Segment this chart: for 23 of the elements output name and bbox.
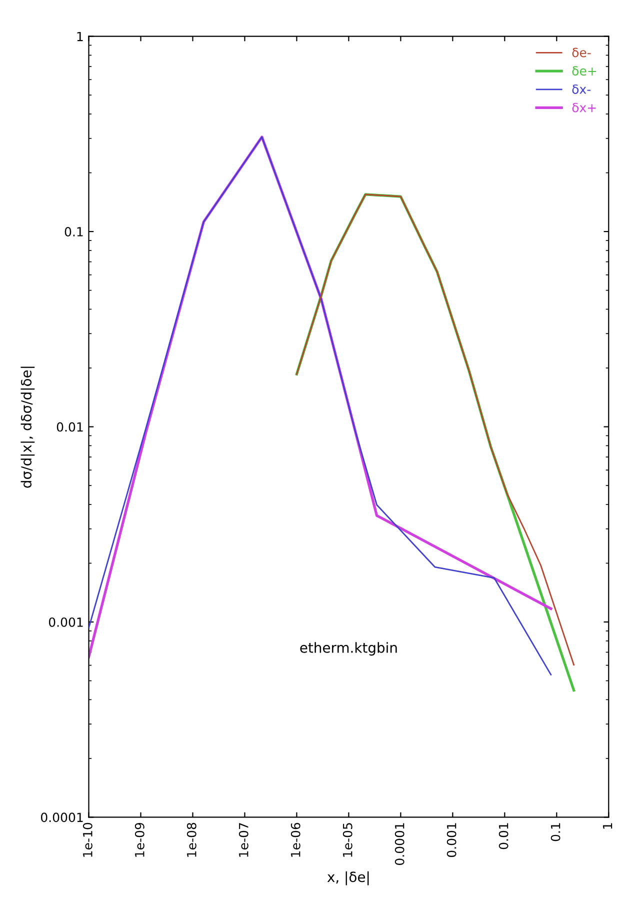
y-tick-label: 0.0001 [40, 812, 83, 822]
x-axis-title: x, |δe| [327, 871, 369, 886]
y-tick-label: 0.01 [56, 422, 83, 432]
legend-label: δe+ [572, 66, 596, 76]
x-tick-label: 1 [602, 823, 612, 829]
legend-label: δx+ [572, 102, 596, 112]
y-axis-title: dσ/d|x|, dδσ/d|δe| [20, 366, 35, 488]
x-tick-label: 0.1 [550, 823, 560, 842]
y-tick-label: 0.1 [64, 227, 83, 236]
x-tick-label: 1e-07 [238, 823, 248, 857]
x-tick-label: 1e-05 [342, 823, 352, 857]
x-tick-label: 0.0001 [394, 823, 404, 865]
x-tick-label: 1e-08 [186, 822, 196, 857]
x-tick-label: 1e-10 [82, 822, 92, 857]
y-tick-label: 0.001 [48, 617, 83, 627]
x-tick-label: 1e-09 [134, 822, 144, 857]
y-tick-label: 1 [77, 32, 83, 42]
legend-label: δx- [572, 84, 591, 94]
legend-label: δe- [572, 48, 591, 58]
text: etherm.ktgbin [300, 642, 397, 656]
x-tick-label: 1e-06 [290, 822, 300, 857]
x-tick-label: 0.01 [498, 823, 508, 850]
x-tick-label: 0.001 [446, 823, 456, 858]
